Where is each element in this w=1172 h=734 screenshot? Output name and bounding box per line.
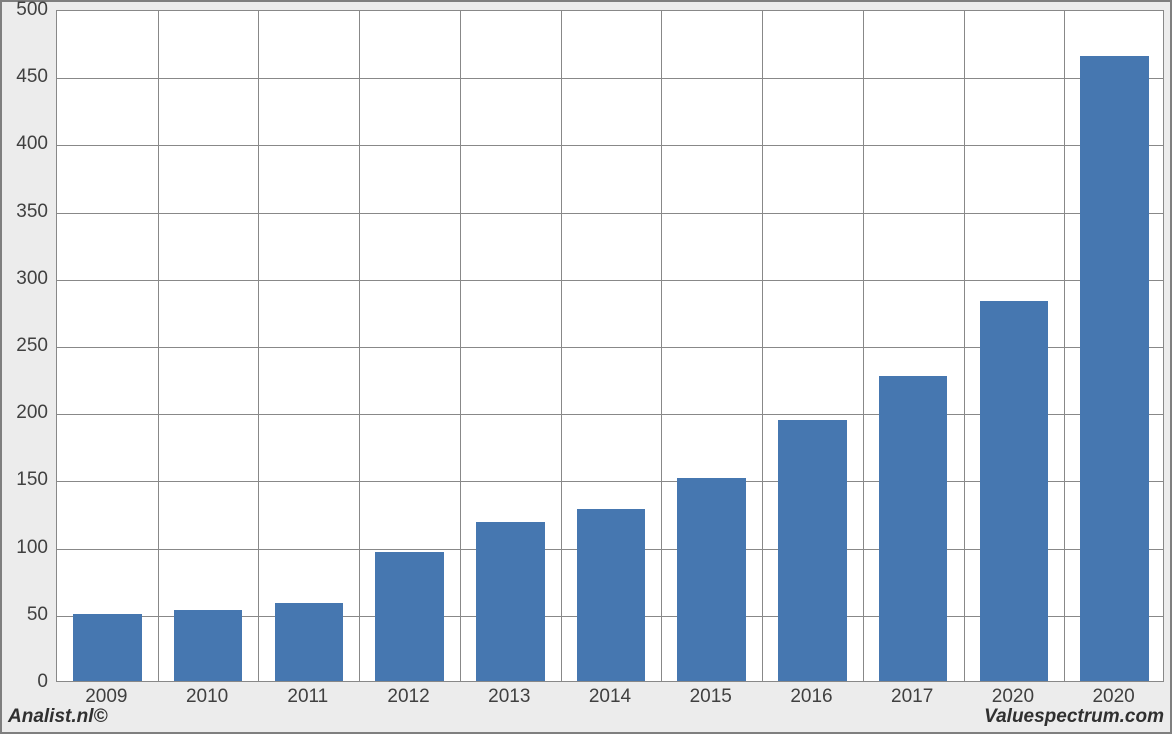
bar bbox=[879, 376, 947, 681]
xtick-label: 2016 bbox=[790, 686, 832, 708]
footer-left: Analist.nl© bbox=[8, 706, 108, 728]
plot-area bbox=[56, 10, 1164, 682]
gridline-v bbox=[1064, 11, 1065, 681]
ytick-label: 100 bbox=[2, 537, 48, 559]
gridline-h bbox=[57, 145, 1163, 146]
xtick-label: 2010 bbox=[186, 686, 228, 708]
ytick-label: 450 bbox=[2, 66, 48, 88]
ytick-label: 350 bbox=[2, 201, 48, 223]
gridline-v bbox=[561, 11, 562, 681]
xtick-label: 2017 bbox=[891, 686, 933, 708]
chart-frame: 0 50 100 150 200 250 300 350 400 450 500 2009 2010 2… bbox=[0, 0, 1172, 734]
bar bbox=[677, 478, 745, 681]
bar bbox=[375, 552, 443, 681]
gridline-v bbox=[661, 11, 662, 681]
xtick-label: 2009 bbox=[85, 686, 127, 708]
footer-right: Valuespectrum.com bbox=[984, 706, 1164, 728]
xtick-label: 2014 bbox=[589, 686, 631, 708]
xtick-label: 2012 bbox=[387, 686, 429, 708]
ytick-label: 400 bbox=[2, 133, 48, 155]
ytick-label: 200 bbox=[2, 402, 48, 424]
xtick-label: 2011 bbox=[287, 686, 328, 708]
gridline-v bbox=[460, 11, 461, 681]
gridline-v bbox=[863, 11, 864, 681]
bar bbox=[1080, 56, 1148, 681]
ytick-label: 50 bbox=[2, 604, 48, 626]
gridline-h bbox=[57, 78, 1163, 79]
bar bbox=[275, 603, 343, 681]
bar bbox=[476, 522, 544, 681]
bar bbox=[577, 509, 645, 681]
bar bbox=[174, 610, 242, 681]
bar bbox=[980, 301, 1048, 681]
xtick-label: 2015 bbox=[690, 686, 732, 708]
gridline-h bbox=[57, 213, 1163, 214]
xtick-label: 2013 bbox=[488, 686, 530, 708]
ytick-label: 500 bbox=[2, 0, 48, 21]
ytick-label: 150 bbox=[2, 469, 48, 491]
gridline-v bbox=[258, 11, 259, 681]
ytick-label: 300 bbox=[2, 268, 48, 290]
bar bbox=[778, 420, 846, 681]
ytick-label: 250 bbox=[2, 335, 48, 357]
xtick-label: 2020 bbox=[992, 686, 1034, 708]
gridline-v bbox=[762, 11, 763, 681]
gridline-v bbox=[359, 11, 360, 681]
gridline-v bbox=[158, 11, 159, 681]
gridline-h bbox=[57, 280, 1163, 281]
gridline-v bbox=[964, 11, 965, 681]
ytick-label: 0 bbox=[2, 671, 48, 693]
xtick-label: 2020 bbox=[1092, 686, 1134, 708]
bar bbox=[73, 614, 141, 681]
